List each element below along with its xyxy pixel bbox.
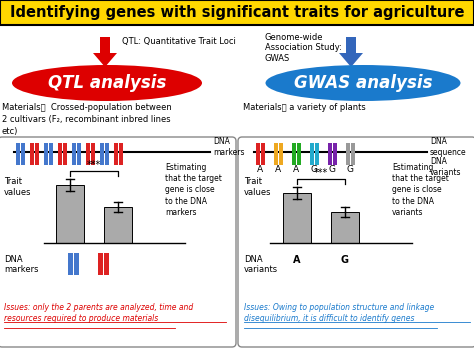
Bar [328, 143, 332, 165]
Text: Issues: only the 2 parents are analyzed, time and
resources required to produce : Issues: only the 2 parents are analyzed,… [4, 303, 193, 323]
Bar [256, 143, 260, 165]
Ellipse shape [12, 65, 202, 101]
Text: Estimating
that the target
gene is close
to the DNA
markers: Estimating that the target gene is close… [165, 163, 222, 217]
Bar [0, 0, 474, 25]
Bar [63, 143, 67, 165]
Bar [58, 143, 62, 165]
Text: ***: *** [314, 168, 328, 178]
Bar [72, 143, 76, 165]
Text: DNA
variants: DNA variants [244, 255, 278, 274]
Bar [331, 212, 359, 243]
Bar [98, 253, 103, 275]
Text: DNA
sequence: DNA sequence [430, 137, 466, 157]
FancyBboxPatch shape [238, 137, 474, 347]
Bar [68, 253, 73, 275]
Text: A: A [293, 165, 299, 174]
Bar [351, 143, 355, 165]
Bar [297, 143, 301, 165]
Bar [333, 143, 337, 165]
Bar [86, 143, 90, 165]
Bar [56, 185, 84, 243]
Bar [77, 143, 81, 165]
Bar [105, 143, 109, 165]
Bar [310, 143, 314, 165]
Text: Issues: Owing to population structure and linkage
disequilibrium, it is difficul: Issues: Owing to population structure an… [244, 303, 434, 323]
Text: A: A [257, 165, 263, 174]
Bar [100, 143, 104, 165]
Bar [104, 207, 132, 243]
Bar [346, 143, 350, 165]
FancyArrow shape [93, 37, 117, 67]
Ellipse shape [265, 65, 461, 101]
Text: G: G [328, 165, 336, 174]
FancyArrow shape [339, 37, 363, 67]
Text: A: A [293, 255, 301, 265]
Text: QTL: Quantitative Trait Loci: QTL: Quantitative Trait Loci [122, 37, 236, 46]
Text: G: G [346, 165, 354, 174]
FancyBboxPatch shape [0, 137, 236, 347]
Bar [274, 143, 278, 165]
Text: Materials：  Crossed-population between
2 cultivars (F₂, recombinant inbred lines: Materials： Crossed-population between 2 … [2, 103, 172, 136]
Bar [114, 143, 118, 165]
Bar [21, 143, 25, 165]
Bar [49, 143, 53, 165]
Text: DNA
markers: DNA markers [4, 255, 38, 274]
Bar [16, 143, 20, 165]
Text: GWAS analysis: GWAS analysis [294, 74, 432, 92]
Bar [261, 143, 265, 165]
Bar [30, 143, 34, 165]
Text: DNA
markers: DNA markers [213, 137, 245, 157]
Bar [292, 143, 296, 165]
Text: G: G [310, 165, 318, 174]
Text: Trait
values: Trait values [4, 177, 31, 197]
Text: Identifying genes with significant traits for agriculture: Identifying genes with significant trait… [10, 5, 464, 21]
Text: G: G [341, 255, 349, 265]
Text: Trait
values: Trait values [244, 177, 272, 197]
Text: QTL analysis: QTL analysis [48, 74, 166, 92]
Bar [104, 253, 109, 275]
Bar [74, 253, 79, 275]
Bar [283, 193, 311, 243]
Bar [35, 143, 39, 165]
Bar [91, 143, 95, 165]
Text: DNA
variants: DNA variants [430, 157, 462, 177]
Text: Genome-wide
Association Study:
GWAS: Genome-wide Association Study: GWAS [265, 33, 342, 63]
Text: A: A [275, 165, 281, 174]
Bar [279, 143, 283, 165]
Bar [44, 143, 48, 165]
Text: Estimating
that the target
gene is close
to the DNA
variants: Estimating that the target gene is close… [392, 163, 449, 217]
Text: ***: *** [87, 160, 101, 170]
Text: Materials： a variety of plants: Materials： a variety of plants [243, 103, 366, 112]
Bar [119, 143, 123, 165]
Bar [315, 143, 319, 165]
